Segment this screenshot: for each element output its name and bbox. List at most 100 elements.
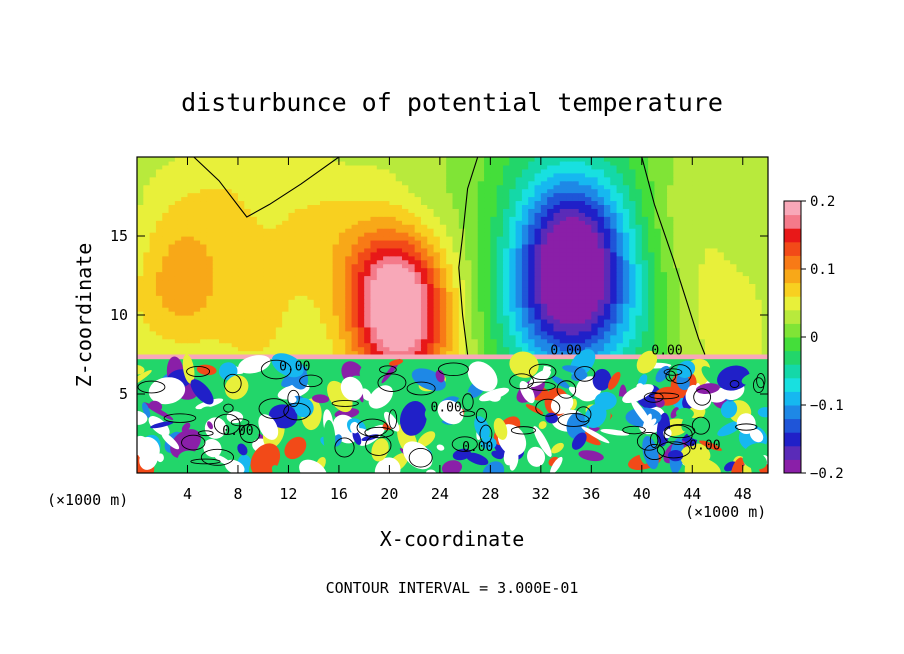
field-cell xyxy=(370,307,378,312)
field-cell xyxy=(282,180,290,186)
field-cell xyxy=(408,192,416,198)
field-cell xyxy=(307,295,315,300)
field-cell xyxy=(629,330,637,336)
field-cell xyxy=(326,334,334,340)
field-cell xyxy=(742,196,750,202)
field-cell xyxy=(490,275,498,281)
field-cell xyxy=(256,267,264,273)
field-cell xyxy=(717,291,725,296)
field-cell xyxy=(761,330,768,336)
field-cell xyxy=(704,172,712,178)
field-cell xyxy=(313,180,321,186)
field-cell xyxy=(711,346,719,352)
field-cell xyxy=(711,216,719,221)
field-cell xyxy=(742,200,750,205)
field-cell xyxy=(496,295,504,300)
field-cell xyxy=(237,299,245,304)
field-cell xyxy=(439,311,447,316)
field-cell xyxy=(515,180,523,186)
field-cell xyxy=(540,168,548,174)
field-cell xyxy=(326,279,334,284)
field-cell xyxy=(206,232,214,237)
field-cell xyxy=(566,196,573,202)
field-cell xyxy=(749,255,756,261)
field-cell xyxy=(711,263,719,269)
field-cell xyxy=(395,204,403,209)
field-cell xyxy=(256,263,264,269)
field-cell xyxy=(698,232,706,237)
field-cell xyxy=(433,342,441,348)
field-cell xyxy=(332,342,340,348)
field-cell xyxy=(402,315,409,320)
field-cell xyxy=(761,322,768,328)
field-cell xyxy=(389,251,397,257)
field-cell xyxy=(174,228,182,233)
field-cell xyxy=(540,346,548,352)
field-cell xyxy=(414,247,422,253)
field-cell xyxy=(364,220,372,225)
field-cell xyxy=(749,338,756,344)
field-cell xyxy=(755,176,763,182)
field-cell xyxy=(585,164,592,170)
field-cell xyxy=(679,239,687,245)
field-cell xyxy=(679,216,687,221)
field-cell xyxy=(332,263,340,269)
field-cell xyxy=(521,196,529,202)
field-cell xyxy=(641,208,649,213)
field-cell xyxy=(704,251,712,257)
field-cell xyxy=(723,299,731,304)
field-cell xyxy=(212,303,220,308)
field-cell xyxy=(288,243,296,249)
field-cell xyxy=(414,259,422,265)
field-cell xyxy=(294,176,302,182)
field-cell xyxy=(502,192,510,198)
field-cell xyxy=(578,168,586,174)
field-cell xyxy=(282,216,290,221)
field-cell xyxy=(294,164,302,170)
field-cell xyxy=(679,263,687,269)
field-cell xyxy=(187,303,195,308)
field-cell xyxy=(528,263,536,269)
field-cell xyxy=(654,291,662,296)
field-cell xyxy=(585,326,592,332)
field-cell xyxy=(351,196,359,202)
field-cell xyxy=(654,299,662,304)
field-cell xyxy=(502,160,510,166)
field-cell xyxy=(692,267,700,273)
field-cell xyxy=(742,295,750,300)
field-cell xyxy=(446,176,454,182)
field-cell xyxy=(174,192,182,198)
field-cell xyxy=(187,176,195,182)
field-cell xyxy=(219,318,226,324)
field-cell xyxy=(231,216,239,221)
field-cell xyxy=(370,330,378,336)
field-cell xyxy=(559,291,567,296)
field-cell xyxy=(496,307,504,312)
field-cell xyxy=(496,212,504,217)
field-cell xyxy=(439,208,447,213)
field-cell xyxy=(326,291,334,296)
field-cell xyxy=(414,251,422,257)
field-cell xyxy=(319,188,327,194)
field-cell xyxy=(168,291,176,296)
field-cell xyxy=(206,212,214,217)
field-cell xyxy=(648,326,656,332)
field-cell xyxy=(383,247,390,253)
field-cell xyxy=(685,200,693,205)
field-cell xyxy=(452,330,460,336)
field-cell xyxy=(200,291,208,296)
field-cell xyxy=(357,239,365,245)
field-cell xyxy=(376,243,384,249)
field-cell xyxy=(345,326,353,332)
field-cell xyxy=(566,342,573,348)
field-cell xyxy=(742,299,750,304)
field-cell xyxy=(389,287,397,292)
field-cell xyxy=(471,267,479,273)
field-cell xyxy=(351,322,359,328)
field-cell xyxy=(667,251,674,257)
field-cell xyxy=(408,184,416,190)
field-cell xyxy=(187,192,195,198)
field-cell xyxy=(338,224,346,229)
field-cell xyxy=(667,196,674,202)
field-cell xyxy=(616,164,624,170)
